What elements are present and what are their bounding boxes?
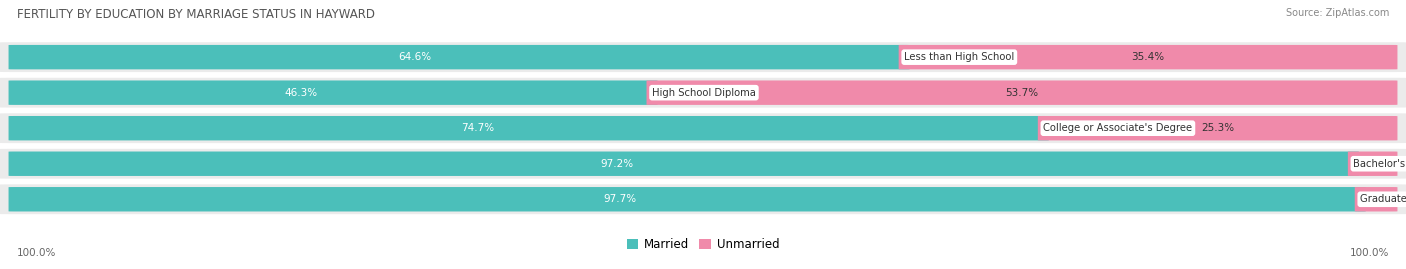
Text: 97.2%: 97.2% — [600, 159, 633, 169]
Text: Source: ZipAtlas.com: Source: ZipAtlas.com — [1285, 8, 1389, 18]
FancyBboxPatch shape — [1348, 151, 1398, 176]
FancyBboxPatch shape — [8, 80, 658, 105]
Text: 97.7%: 97.7% — [603, 194, 637, 204]
FancyBboxPatch shape — [0, 78, 1406, 108]
Text: 64.6%: 64.6% — [398, 52, 432, 62]
FancyBboxPatch shape — [8, 116, 1049, 140]
FancyBboxPatch shape — [8, 187, 1365, 211]
FancyBboxPatch shape — [1355, 187, 1398, 211]
Text: 25.3%: 25.3% — [1201, 123, 1234, 133]
Legend: Married, Unmarried: Married, Unmarried — [621, 234, 785, 256]
FancyBboxPatch shape — [0, 42, 1406, 72]
Text: 74.7%: 74.7% — [461, 123, 494, 133]
Text: 100.0%: 100.0% — [1350, 248, 1389, 258]
Text: Less than High School: Less than High School — [904, 52, 1014, 62]
Text: High School Diploma: High School Diploma — [652, 88, 756, 98]
Text: College or Associate's Degree: College or Associate's Degree — [1043, 123, 1192, 133]
Text: 100.0%: 100.0% — [17, 248, 56, 258]
Text: Bachelor's Degree: Bachelor's Degree — [1354, 159, 1406, 169]
FancyBboxPatch shape — [0, 113, 1406, 143]
FancyBboxPatch shape — [0, 184, 1406, 214]
Text: 53.7%: 53.7% — [1005, 88, 1039, 98]
Text: 35.4%: 35.4% — [1132, 52, 1164, 62]
Text: 46.3%: 46.3% — [284, 88, 318, 98]
Text: Graduate Degree: Graduate Degree — [1360, 194, 1406, 204]
FancyBboxPatch shape — [8, 151, 1358, 176]
FancyBboxPatch shape — [898, 45, 1398, 69]
FancyBboxPatch shape — [1038, 116, 1398, 140]
Text: FERTILITY BY EDUCATION BY MARRIAGE STATUS IN HAYWARD: FERTILITY BY EDUCATION BY MARRIAGE STATU… — [17, 8, 375, 21]
FancyBboxPatch shape — [8, 45, 910, 69]
FancyBboxPatch shape — [647, 80, 1398, 105]
FancyBboxPatch shape — [0, 149, 1406, 179]
